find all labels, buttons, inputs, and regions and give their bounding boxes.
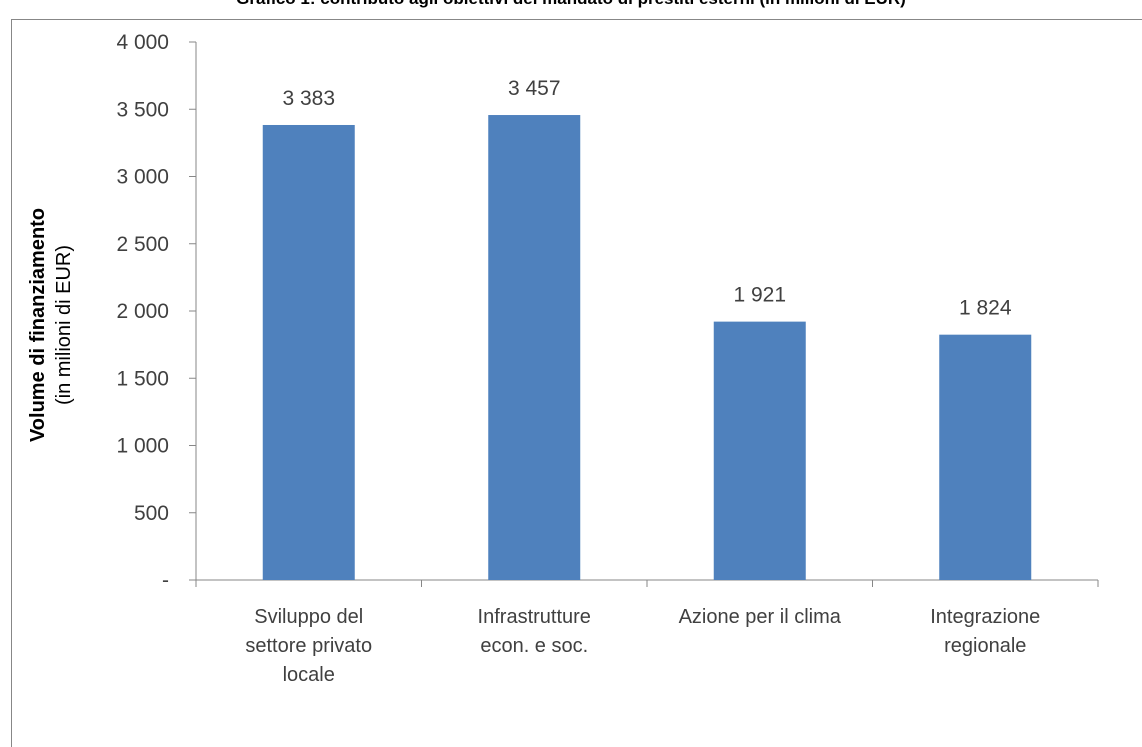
category-label: Infrastrutture — [478, 606, 591, 628]
y-tick-label: - — [162, 569, 169, 592]
y-tick-label: 2 000 — [116, 300, 169, 323]
bar-value-label: 1 921 — [733, 284, 786, 307]
bar-value-label: 1 824 — [959, 297, 1012, 320]
category-label: econ. e soc. — [480, 635, 588, 657]
y-tick-label: 3 000 — [116, 166, 169, 189]
y-axis-title-main: Volume di finanziamento — [27, 208, 49, 442]
y-axis-title: Volume di finanziamento (in milioni di EU… — [27, 208, 75, 442]
category-label: Integrazione — [930, 606, 1040, 628]
bar-value-label: 3 383 — [282, 87, 335, 110]
bar — [939, 334, 1032, 580]
chart-frame — [11, 19, 1142, 747]
category-labels: Sviluppo del settore privato locale Infrast… — [245, 606, 1040, 686]
y-tick-label: 4 000 — [116, 31, 169, 54]
y-tick-label: 1 500 — [116, 367, 169, 390]
chart-title: Grafico 1: contributo agli obiettivi del… — [0, 0, 1142, 9]
y-tick-label: 1 000 — [116, 435, 169, 458]
bar — [713, 321, 806, 580]
y-tick-label: 500 — [134, 502, 169, 525]
y-axis-title-sub: (in milioni di EUR) — [53, 245, 75, 405]
category-label: locale — [283, 664, 335, 686]
category-label: settore privato — [245, 635, 372, 657]
data-labels: 3 383 3 457 1 921 1 824 — [282, 77, 1011, 320]
x-axis — [195, 579, 1099, 587]
y-axis: - 500 1 000 1 500 2 000 2 500 3 000 3 500 4 000 — [116, 31, 197, 592]
category-label: Sviluppo del — [254, 606, 363, 628]
bar — [262, 124, 355, 580]
category-label: Azione per il clima — [679, 606, 842, 628]
category-label: regionale — [944, 635, 1026, 657]
y-tick-label: 2 500 — [116, 233, 169, 256]
bar-value-label: 3 457 — [508, 77, 561, 100]
bars — [262, 115, 1032, 580]
y-tick-label: 3 500 — [116, 98, 169, 121]
bar — [488, 115, 581, 580]
